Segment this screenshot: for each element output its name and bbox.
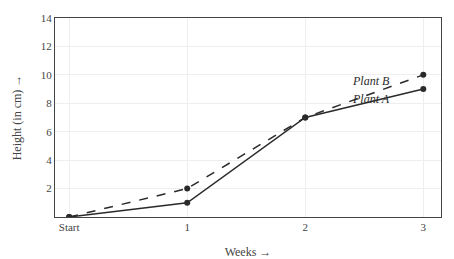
svg-text:6: 6 (46, 126, 52, 138)
svg-text:12: 12 (41, 40, 52, 52)
svg-text:Weeks →: Weeks → (225, 245, 272, 259)
svg-text:14: 14 (41, 12, 53, 24)
svg-text:2: 2 (303, 221, 309, 233)
svg-text:4: 4 (46, 154, 52, 166)
svg-text:2: 2 (46, 182, 52, 194)
svg-text:1: 1 (184, 221, 190, 233)
svg-text:3: 3 (421, 221, 427, 233)
svg-text:Plant B: Plant B (352, 74, 390, 88)
svg-text:Height (in cm) →: Height (in cm) → (10, 75, 24, 161)
svg-text:10: 10 (41, 69, 53, 81)
svg-text:8: 8 (46, 97, 52, 109)
svg-text:Plant A: Plant A (352, 92, 390, 106)
svg-text:Start: Start (59, 221, 80, 233)
